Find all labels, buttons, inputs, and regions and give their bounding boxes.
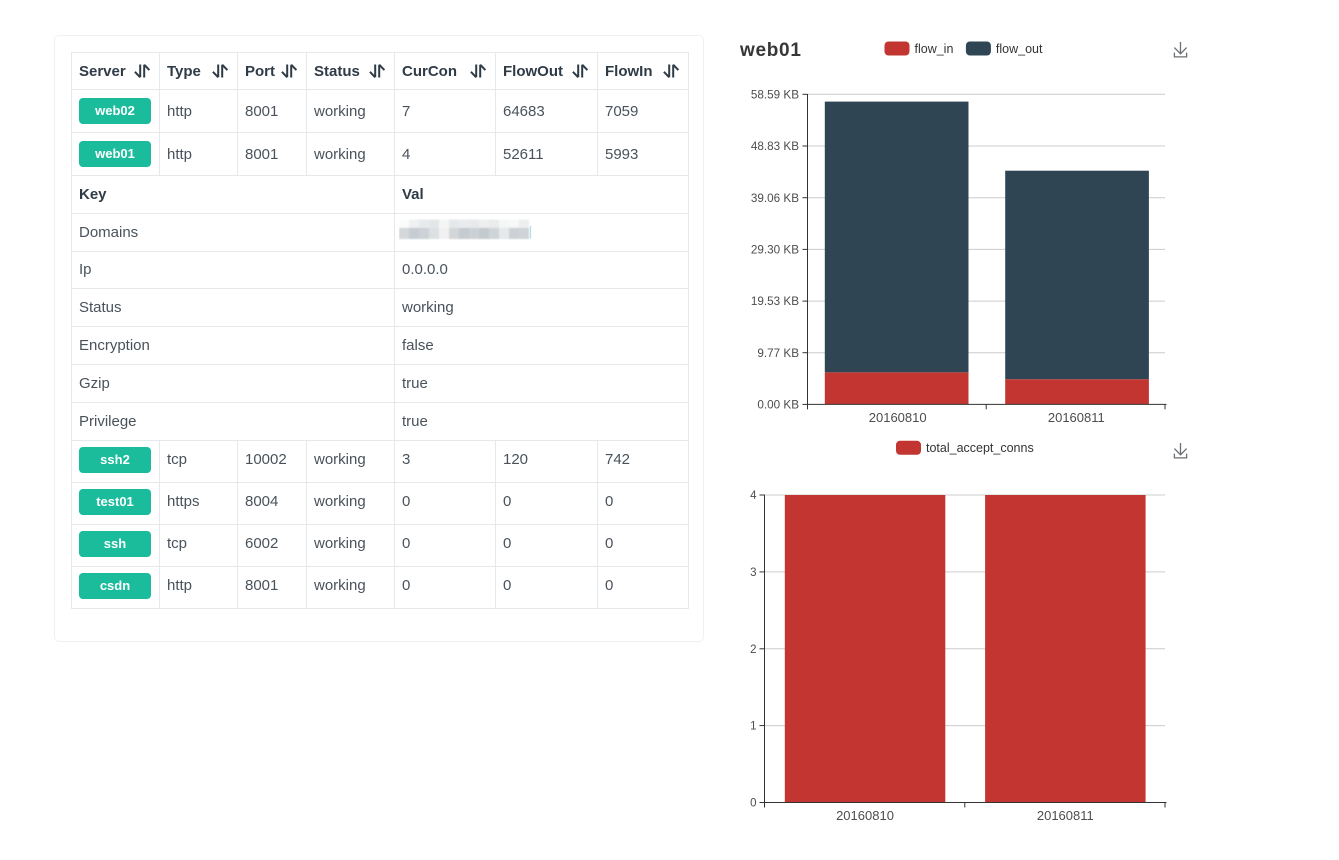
svg-text:58.59 KB: 58.59 KB (751, 88, 799, 101)
svg-text:20160810: 20160810 (869, 410, 927, 425)
svg-text:0.00 KB: 0.00 KB (757, 399, 799, 412)
svg-text:39.06 KB: 39.06 KB (751, 192, 799, 205)
svg-text:20160810: 20160810 (836, 808, 894, 823)
svg-text:flow_in: flow_in (915, 42, 954, 56)
svg-text:flow_out: flow_out (996, 42, 1043, 56)
svg-text:1: 1 (750, 721, 756, 733)
svg-text:48.83 KB: 48.83 KB (751, 140, 799, 153)
svg-text:29.30 KB: 29.30 KB (751, 244, 799, 257)
svg-text:3: 3 (750, 567, 756, 579)
svg-text:4: 4 (750, 490, 757, 502)
svg-text:0: 0 (750, 798, 756, 810)
svg-text:web01: web01 (739, 40, 802, 61)
svg-text:total_accept_conns: total_accept_conns (926, 441, 1034, 455)
svg-text:20160811: 20160811 (1048, 410, 1105, 425)
svg-text:9.77 KB: 9.77 KB (757, 347, 799, 360)
svg-text:19.53 KB: 19.53 KB (751, 295, 799, 308)
svg-text:20160811: 20160811 (1037, 808, 1094, 823)
svg-text:2: 2 (750, 644, 756, 656)
